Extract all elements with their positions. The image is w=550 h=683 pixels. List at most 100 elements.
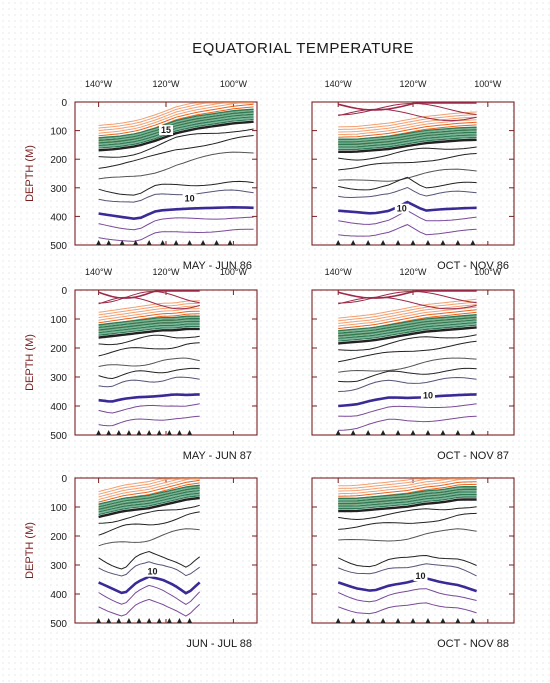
x-tick-label: 120°W bbox=[152, 267, 180, 277]
isotherm-warm bbox=[338, 119, 477, 136]
isotherm-thermocline bbox=[98, 112, 254, 143]
station-marker bbox=[146, 240, 152, 245]
y-tick-label: 400 bbox=[50, 590, 67, 601]
y-axis-label: DEPTH (M) bbox=[24, 334, 36, 391]
x-tick-label: 140°W bbox=[85, 267, 113, 277]
station-marker bbox=[96, 430, 102, 435]
contour-label: 10 bbox=[415, 571, 425, 581]
isotherm-mid bbox=[98, 561, 200, 577]
isotherm-mid bbox=[338, 176, 477, 191]
isotherm-thermocline bbox=[338, 126, 477, 140]
isotherm-thermocline bbox=[338, 324, 477, 342]
contour-label-bg bbox=[394, 203, 409, 214]
y-tick-label: 0 bbox=[61, 474, 67, 485]
isotherm-thermocline bbox=[338, 127, 477, 142]
isotherm-cool bbox=[338, 334, 477, 351]
x-tick-label: 120°W bbox=[399, 79, 427, 89]
isotherm-cool bbox=[98, 334, 200, 346]
x-tick-label: 100°W bbox=[220, 267, 248, 277]
contour-label-bg bbox=[420, 390, 435, 401]
y-tick-label: 200 bbox=[50, 155, 67, 166]
isotherm-deep bbox=[338, 602, 477, 615]
figure-title: EQUATORIAL TEMPERATURE bbox=[192, 40, 414, 57]
station-marker bbox=[335, 618, 341, 623]
station-marker bbox=[410, 618, 416, 623]
isotherm-thermocline bbox=[338, 491, 477, 505]
x-tick-label: 100°W bbox=[474, 267, 502, 277]
y-tick-label: 100 bbox=[50, 127, 67, 138]
isotherm-mid bbox=[338, 367, 477, 383]
isotherm-thermocline bbox=[98, 318, 200, 329]
isotherm-deep bbox=[98, 228, 254, 242]
isotherm-cool bbox=[338, 506, 477, 521]
isotherm-surface bbox=[338, 102, 477, 116]
isotherm-deep bbox=[338, 224, 477, 237]
isotherm-surface bbox=[338, 290, 477, 299]
isotherm-thermocline bbox=[338, 487, 477, 501]
station-marker bbox=[335, 240, 341, 245]
station-marker bbox=[173, 240, 179, 245]
isotherm-cool bbox=[98, 528, 200, 547]
isotherm-cool bbox=[98, 357, 200, 367]
isotherm-thermocline bbox=[98, 487, 200, 508]
panel-caption: OCT - NOV 86 bbox=[437, 260, 509, 272]
y-tick-label: 400 bbox=[50, 212, 67, 223]
isotherm-deep bbox=[337, 588, 477, 603]
isotherm-thermocline bbox=[98, 117, 254, 148]
isotherm-10 bbox=[338, 393, 477, 408]
isotherm-thermocline bbox=[338, 313, 477, 332]
isotherm-warm bbox=[98, 479, 200, 503]
station-marker bbox=[425, 618, 431, 623]
station-marker bbox=[380, 618, 386, 623]
station-marker bbox=[116, 618, 122, 623]
station-marker bbox=[470, 618, 476, 623]
isotherm-mid bbox=[338, 563, 477, 577]
isotherm-thermocline bbox=[98, 321, 200, 332]
station-marker bbox=[187, 430, 193, 435]
isotherm-cool bbox=[338, 168, 477, 182]
contour-label: 15 bbox=[161, 125, 171, 135]
isotherm-thermocline bbox=[338, 319, 477, 337]
isotherm-cool bbox=[98, 135, 254, 169]
station-marker bbox=[136, 618, 142, 623]
isotherm-warm bbox=[98, 478, 200, 493]
isotherm-mid bbox=[98, 180, 254, 196]
isotherm-surface bbox=[338, 290, 477, 304]
station-marker bbox=[380, 430, 386, 435]
contour-label-bg bbox=[159, 125, 173, 136]
isotherm-warm bbox=[98, 103, 254, 137]
isotherm-warm bbox=[98, 478, 200, 500]
isotherm-thermocline bbox=[98, 495, 200, 516]
station-marker bbox=[455, 430, 461, 435]
isotherm-surface bbox=[338, 108, 477, 122]
station-marker bbox=[395, 240, 401, 245]
station-marker bbox=[160, 240, 166, 245]
isotherm-15 bbox=[98, 120, 254, 152]
isotherm-15 bbox=[98, 327, 200, 339]
station-marker bbox=[106, 618, 112, 623]
isotherm-15 bbox=[338, 326, 477, 345]
isotherm-warm bbox=[98, 102, 254, 134]
station-marker bbox=[146, 618, 152, 623]
isotherm-surface bbox=[98, 290, 200, 299]
isotherm-thermocline bbox=[338, 136, 477, 151]
x-tick-label: 120°W bbox=[152, 79, 180, 89]
isotherm-warm bbox=[98, 102, 254, 126]
isotherm-thermocline bbox=[98, 485, 200, 507]
isotherm-warm bbox=[338, 478, 477, 495]
station-marker bbox=[187, 618, 193, 623]
station-marker bbox=[176, 430, 182, 435]
isotherm-thermocline bbox=[338, 129, 477, 143]
isotherm-cool bbox=[98, 342, 200, 357]
contour-label: 10 bbox=[148, 567, 158, 577]
contour-label: 10 bbox=[397, 204, 407, 214]
isotherm-warm bbox=[338, 301, 477, 322]
station-marker bbox=[380, 240, 386, 245]
y-tick-label: 300 bbox=[50, 184, 67, 195]
x-tick-label: 100°W bbox=[220, 79, 248, 89]
station-marker bbox=[425, 430, 431, 435]
isotherm-warm bbox=[338, 111, 477, 128]
station-marker bbox=[106, 240, 112, 245]
isotherm-mid bbox=[98, 189, 254, 203]
isotherm-warm bbox=[338, 121, 477, 138]
